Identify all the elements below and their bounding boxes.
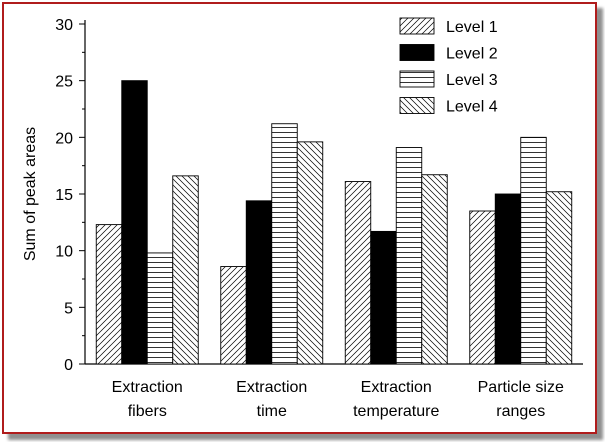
y-tick-label: 30 xyxy=(55,17,73,34)
y-tick-label: 10 xyxy=(55,244,73,261)
y-tick-label: 25 xyxy=(55,74,73,91)
x-tick-label: time xyxy=(257,403,287,420)
bar xyxy=(121,80,148,365)
bar xyxy=(395,147,423,365)
bar xyxy=(370,230,397,365)
bar xyxy=(344,181,372,365)
bar xyxy=(421,174,448,365)
legend-swatch xyxy=(399,97,435,114)
y-tick-label: 0 xyxy=(64,357,73,374)
bar xyxy=(245,200,273,365)
legend-label: Level 4 xyxy=(446,99,498,116)
bar xyxy=(545,191,573,365)
x-tick-label: ranges xyxy=(496,403,545,420)
bar xyxy=(172,175,199,365)
y-tick-label: 15 xyxy=(55,187,73,204)
x-tick-label: Extraction xyxy=(112,379,183,396)
legend-swatch xyxy=(399,44,435,61)
legend-swatch xyxy=(399,17,435,35)
bar xyxy=(520,136,547,365)
legend-label: Level 3 xyxy=(446,72,498,89)
bar xyxy=(296,141,324,365)
bar xyxy=(146,252,174,365)
bar xyxy=(220,266,247,365)
x-tick-label: Extraction xyxy=(361,379,432,396)
x-tick-label: Particle size xyxy=(478,379,564,396)
y-tick-label: 5 xyxy=(64,300,73,317)
x-tick-label: Extraction xyxy=(236,379,307,396)
x-tick-label: fibers xyxy=(128,403,167,420)
legend-swatch xyxy=(399,70,435,88)
legend-label: Level 1 xyxy=(446,19,498,36)
legend-label: Level 2 xyxy=(446,46,498,63)
y-axis-label: Sum of peak areas xyxy=(22,127,39,261)
bar xyxy=(469,210,496,365)
bar xyxy=(271,123,298,365)
bar xyxy=(494,193,522,365)
y-tick-label: 20 xyxy=(55,130,73,147)
bar xyxy=(95,224,123,365)
x-tick-label: temperature xyxy=(353,403,439,420)
